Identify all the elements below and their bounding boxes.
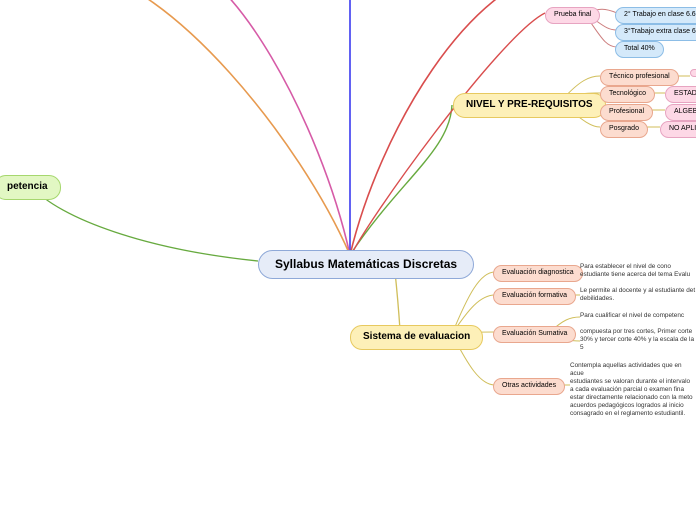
nivel-row-0-l[interactable]: Técnico profesional [600,69,679,86]
sistema-text-2: Para cualificar el nivel de competenc co… [580,312,694,352]
nivel-row-1-r[interactable]: ESTADÍST [665,86,696,103]
nivel-node[interactable]: NIVEL Y PRE-REQUISITOS [453,93,606,118]
sistema-item-3[interactable]: Otras actividades [493,378,565,395]
root-node[interactable]: Syllabus Matemáticas Discretas [258,250,474,279]
sistema-item-2[interactable]: Evaluación Sumativa [493,326,576,343]
sistema-text-0: Para establecer el nivel de conoestudian… [580,263,690,279]
nivel-row-2-r[interactable]: ALGEBRA [665,104,696,121]
prueba-final-node[interactable]: Prueba final [545,7,600,24]
competencia-node[interactable]: petencia [0,175,61,200]
prueba-row-1[interactable]: 3°Trabajo extra clase 6.66% [615,24,696,41]
sistema-item-1[interactable]: Evaluación formativa [493,288,576,305]
nivel-row-2-l[interactable]: Profesional [600,104,653,121]
sistema-node[interactable]: Sistema de evaluacion [350,325,483,350]
nivel-row-0-r[interactable] [690,69,696,77]
prueba-row-2[interactable]: Total 40% [615,41,664,58]
sistema-text-3: Contempla aquellas actividades que en ac… [570,362,696,418]
sistema-text-1: Le permite al docente y al estudiante de… [580,287,695,303]
nivel-row-1-l[interactable]: Tecnológico [600,86,655,103]
nivel-row-3-l[interactable]: Posgrado [600,121,648,138]
nivel-row-3-r[interactable]: NO APLICA [660,121,696,138]
prueba-row-0[interactable]: 2° Trabajo en clase 6.66% [615,7,696,24]
sistema-item-0[interactable]: Evaluación diagnostica [493,265,583,282]
